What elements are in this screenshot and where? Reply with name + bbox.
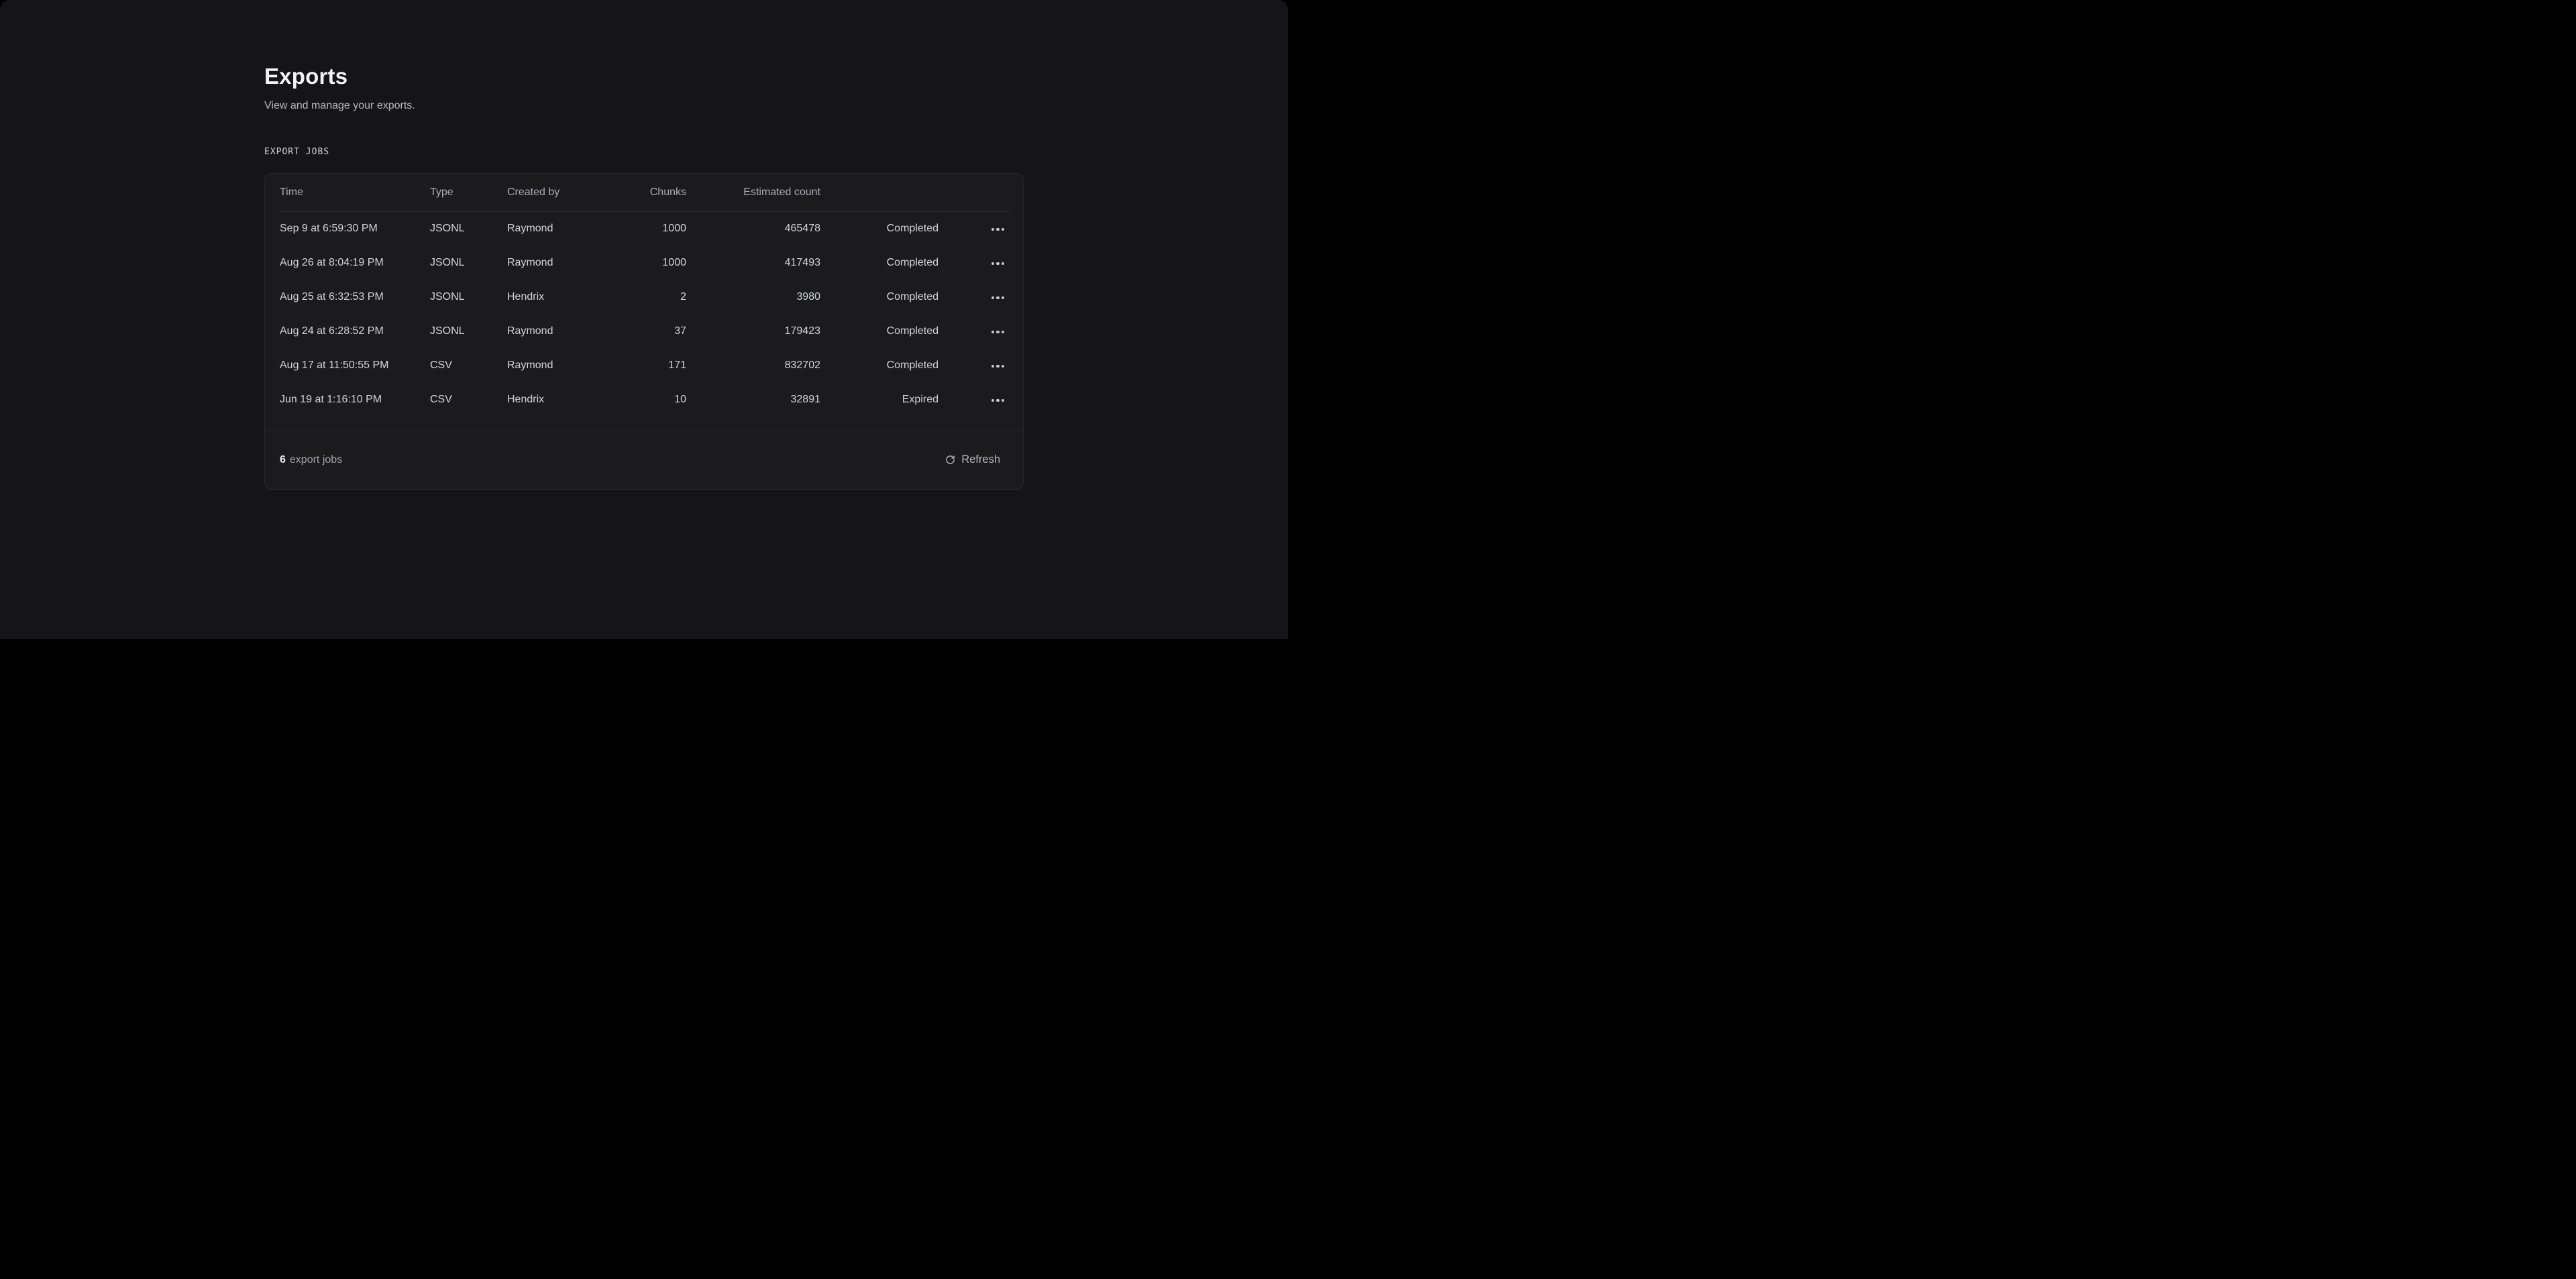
- cell-created-by: Hendrix: [507, 393, 545, 405]
- cell-chunks: 1000: [662, 222, 686, 234]
- column-header-status-spacer: [820, 174, 938, 212]
- cell-time: Aug 24 at 6:28:52 PM: [280, 325, 384, 337]
- cell-created-by: Hendrix: [507, 290, 545, 302]
- cell-created-by: Raymond: [507, 359, 553, 371]
- column-header-chunks: Chunks: [601, 174, 686, 212]
- cell-actions: [938, 280, 1010, 314]
- cell-actions: [938, 211, 1010, 245]
- row-actions-button[interactable]: [986, 292, 1010, 304]
- cell-actions: [938, 382, 1010, 416]
- cell-actions: [938, 348, 1010, 382]
- cell-chunks: 2: [680, 290, 686, 302]
- table-row: Aug 24 at 6:28:52 PM JSONL Raymond 37 17…: [280, 314, 1010, 348]
- cell-estimated-count: 32891: [790, 393, 821, 405]
- cell-chunks: 171: [668, 359, 686, 371]
- cell-estimated-count: 179423: [784, 325, 820, 337]
- page-subtitle: View and manage your exports.: [264, 100, 415, 111]
- row-actions-button[interactable]: [986, 258, 1010, 270]
- status-badge: Expired: [902, 393, 938, 405]
- cell-time: Aug 17 at 11:50:55 PM: [280, 359, 389, 371]
- cell-time: Aug 25 at 6:32:53 PM: [280, 290, 384, 302]
- status-badge: Completed: [886, 222, 938, 234]
- export-jobs-count: 6 export jobs: [280, 454, 342, 466]
- page-title: Exports: [264, 64, 348, 89]
- status-badge: Completed: [886, 359, 938, 371]
- refresh-icon: [945, 455, 955, 465]
- table-header-row: Time Type Created by Chunks Estimated co…: [280, 174, 1010, 212]
- column-header-estimated-count: Estimated count: [686, 174, 820, 212]
- column-header-type: Type: [430, 174, 507, 212]
- column-header-created-by: Created by: [507, 174, 601, 212]
- exports-page: Exports View and manage your exports. EX…: [0, 0, 1288, 639]
- cell-type: JSONL: [430, 325, 465, 337]
- row-actions-button[interactable]: [986, 327, 1010, 338]
- cell-type: JSONL: [430, 256, 465, 268]
- status-badge: Completed: [886, 256, 938, 268]
- card-footer: 6 export jobs Refresh: [265, 430, 1023, 489]
- ellipsis-icon: [991, 364, 994, 368]
- cell-created-by: Raymond: [507, 256, 553, 268]
- table-body: Sep 9 at 6:59:30 PM JSONL Raymond 1000 4…: [280, 211, 1010, 416]
- table-row: Sep 9 at 6:59:30 PM JSONL Raymond 1000 4…: [280, 211, 1010, 245]
- table-row: Aug 26 at 8:04:19 PM JSONL Raymond 1000 …: [280, 245, 1010, 280]
- ellipsis-icon: [991, 262, 994, 265]
- cell-time: Sep 9 at 6:59:30 PM: [280, 222, 378, 234]
- refresh-label: Refresh: [961, 453, 1000, 465]
- ellipsis-icon: [991, 398, 994, 402]
- section-label: EXPORT JOBS: [264, 147, 330, 157]
- status-badge: Completed: [886, 290, 938, 302]
- refresh-button[interactable]: Refresh: [937, 448, 1008, 471]
- export-jobs-card: Time Type Created by Chunks Estimated co…: [264, 173, 1024, 490]
- cell-type: JSONL: [430, 222, 465, 234]
- cell-created-by: Raymond: [507, 325, 553, 337]
- export-jobs-table: Time Type Created by Chunks Estimated co…: [280, 174, 1010, 416]
- row-actions-button[interactable]: [986, 361, 1010, 372]
- cell-chunks: 10: [674, 393, 686, 405]
- cell-actions: [938, 245, 1010, 280]
- export-jobs-count-label: export jobs: [289, 453, 343, 465]
- cell-estimated-count: 832702: [784, 359, 820, 371]
- cell-time: Aug 26 at 8:04:19 PM: [280, 256, 384, 268]
- table-row: Jun 19 at 1:16:10 PM CSV Hendrix 10 3289…: [280, 382, 1010, 416]
- table-row: Aug 25 at 6:32:53 PM JSONL Hendrix 2 398…: [280, 280, 1010, 314]
- row-actions-button[interactable]: [986, 224, 1010, 235]
- ellipsis-icon: [991, 227, 994, 231]
- ellipsis-icon: [991, 330, 994, 333]
- column-header-time: Time: [280, 174, 430, 212]
- ellipsis-icon: [991, 296, 994, 299]
- cell-time: Jun 19 at 1:16:10 PM: [280, 393, 382, 405]
- cell-type: CSV: [430, 359, 452, 371]
- cell-type: JSONL: [430, 290, 465, 302]
- cell-estimated-count: 417493: [784, 256, 820, 268]
- export-jobs-count-number: 6: [280, 453, 286, 465]
- status-badge: Completed: [886, 325, 938, 337]
- cell-estimated-count: 465478: [784, 222, 820, 234]
- row-actions-button[interactable]: [986, 395, 1010, 406]
- cell-estimated-count: 3980: [796, 290, 820, 302]
- cell-actions: [938, 314, 1010, 348]
- column-header-actions-spacer: [938, 174, 1010, 212]
- table-row: Aug 17 at 11:50:55 PM CSV Raymond 171 83…: [280, 348, 1010, 382]
- cell-chunks: 37: [674, 325, 686, 337]
- cell-chunks: 1000: [662, 256, 686, 268]
- cell-type: CSV: [430, 393, 452, 405]
- table-wrap: Time Type Created by Chunks Estimated co…: [265, 174, 1023, 416]
- cell-created-by: Raymond: [507, 222, 553, 234]
- main-content: Exports View and manage your exports. EX…: [264, 0, 1024, 490]
